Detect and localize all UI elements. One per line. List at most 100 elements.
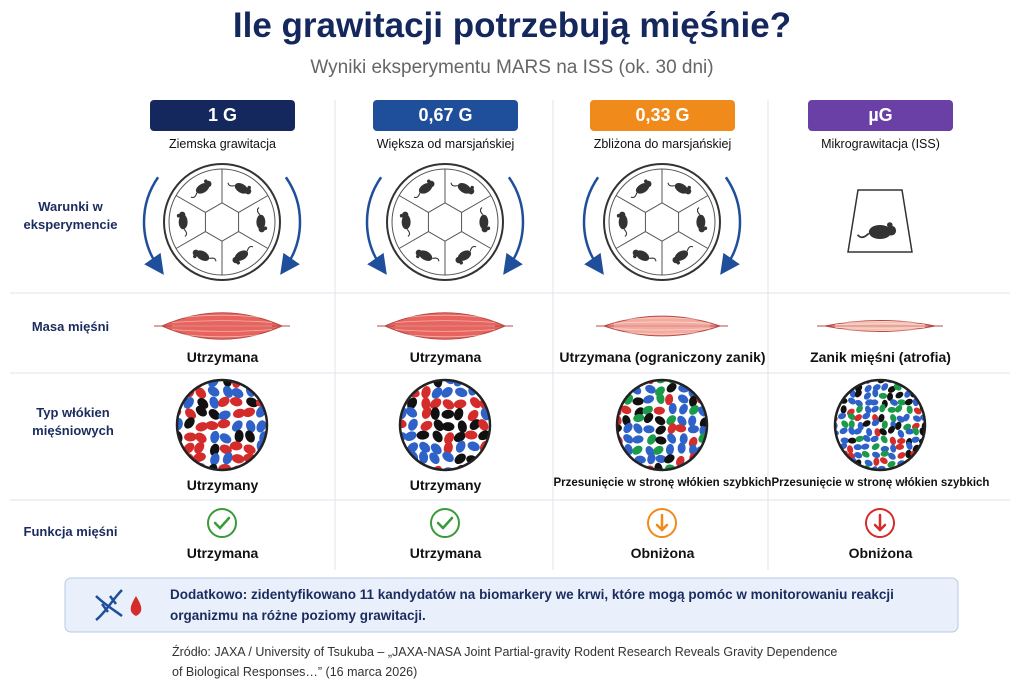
fiber bbox=[665, 443, 675, 456]
fiber bbox=[478, 419, 489, 431]
fiber bbox=[617, 424, 622, 433]
muscle-striation bbox=[834, 327, 926, 329]
row-label: Masa mięśni bbox=[31, 319, 110, 334]
fiber bbox=[476, 380, 490, 383]
wheel-spoke bbox=[175, 231, 206, 249]
fiber bbox=[195, 422, 208, 432]
fiber bbox=[655, 436, 667, 445]
fiber bbox=[231, 454, 245, 464]
note-lead: Dodatkowo: bbox=[170, 587, 248, 602]
fiber bbox=[245, 430, 255, 443]
muscle-striation bbox=[834, 321, 926, 324]
fiber bbox=[643, 425, 655, 434]
mouse-ear bbox=[703, 226, 708, 231]
mouse-tail bbox=[406, 228, 411, 237]
mouse-tail bbox=[183, 228, 188, 237]
fiber bbox=[421, 406, 432, 419]
fiber bbox=[689, 395, 698, 408]
habitat bbox=[847, 189, 913, 253]
fiber bbox=[690, 464, 701, 470]
fiber bbox=[887, 460, 896, 468]
function-caption: Utrzymana bbox=[409, 545, 482, 561]
fiber bbox=[835, 467, 838, 470]
fiber bbox=[835, 451, 841, 458]
fiber bbox=[905, 449, 912, 459]
fiber bbox=[918, 384, 925, 392]
fiber bbox=[862, 435, 871, 443]
mouse-head bbox=[619, 211, 626, 218]
column-badge: 0,67 G bbox=[373, 100, 518, 131]
function-caption: Obniżona bbox=[848, 545, 913, 561]
fiber bbox=[922, 451, 925, 459]
fiber bbox=[897, 429, 905, 438]
mouse-ear bbox=[399, 213, 404, 218]
mouse-ear bbox=[193, 254, 197, 259]
muscle-striation bbox=[171, 329, 273, 332]
fiber bbox=[233, 408, 246, 419]
fiber bbox=[400, 380, 406, 384]
fiber bbox=[854, 452, 863, 459]
fiber bbox=[889, 399, 898, 406]
fiber bbox=[835, 391, 840, 398]
fiber bbox=[244, 466, 258, 470]
fiber bbox=[441, 422, 455, 432]
fiber bbox=[853, 444, 862, 451]
fiber bbox=[864, 384, 872, 393]
fiber bbox=[183, 397, 194, 409]
mouse-head bbox=[481, 226, 488, 233]
fiber bbox=[861, 443, 870, 450]
fiber bbox=[404, 431, 417, 442]
fiber bbox=[242, 407, 256, 418]
fiber bbox=[879, 457, 888, 465]
mouse-body bbox=[868, 225, 892, 239]
fiber bbox=[647, 453, 656, 465]
fiber bbox=[209, 443, 220, 456]
fiber bbox=[431, 387, 443, 399]
fiber bbox=[890, 444, 897, 453]
fiber bbox=[231, 388, 244, 399]
fiber bbox=[444, 432, 455, 445]
fiber bbox=[643, 412, 654, 424]
fiber bbox=[835, 385, 842, 392]
fiber bbox=[881, 383, 889, 391]
fiber bbox=[408, 418, 418, 431]
fiber bbox=[218, 410, 231, 420]
fiber bbox=[895, 421, 902, 430]
fiber bbox=[453, 399, 467, 409]
fiber bbox=[890, 414, 897, 423]
fiber bbox=[469, 419, 481, 431]
fiber bbox=[453, 408, 464, 421]
fiber bbox=[177, 464, 182, 470]
fiber bbox=[887, 406, 897, 413]
fiber bbox=[913, 407, 922, 415]
function-icon bbox=[430, 508, 460, 538]
fiber bbox=[655, 454, 667, 463]
function-icon-glyph bbox=[655, 513, 669, 532]
fiber bbox=[904, 398, 913, 406]
fiber bbox=[847, 445, 854, 454]
fiber bbox=[861, 450, 870, 458]
muscle-striation bbox=[394, 332, 496, 338]
fiber bbox=[912, 380, 919, 386]
mouse-tail bbox=[649, 257, 657, 262]
fiber bbox=[467, 409, 479, 422]
mouse-ear bbox=[887, 222, 893, 228]
fiber bbox=[256, 455, 267, 465]
fiber bbox=[835, 396, 838, 406]
mouse-tail bbox=[469, 245, 477, 252]
fiber bbox=[664, 454, 675, 464]
fiber bbox=[177, 380, 181, 386]
fiber bbox=[912, 415, 922, 422]
fiber bbox=[645, 384, 656, 394]
fiber bbox=[407, 397, 418, 410]
mouse-body bbox=[256, 214, 266, 230]
fiber bbox=[895, 443, 905, 450]
fiber bbox=[864, 459, 873, 467]
fiber bbox=[481, 384, 490, 397]
fiber bbox=[841, 420, 849, 428]
mouse-tail bbox=[479, 207, 484, 216]
muscle-striation bbox=[834, 328, 926, 331]
fiber bbox=[429, 452, 440, 464]
